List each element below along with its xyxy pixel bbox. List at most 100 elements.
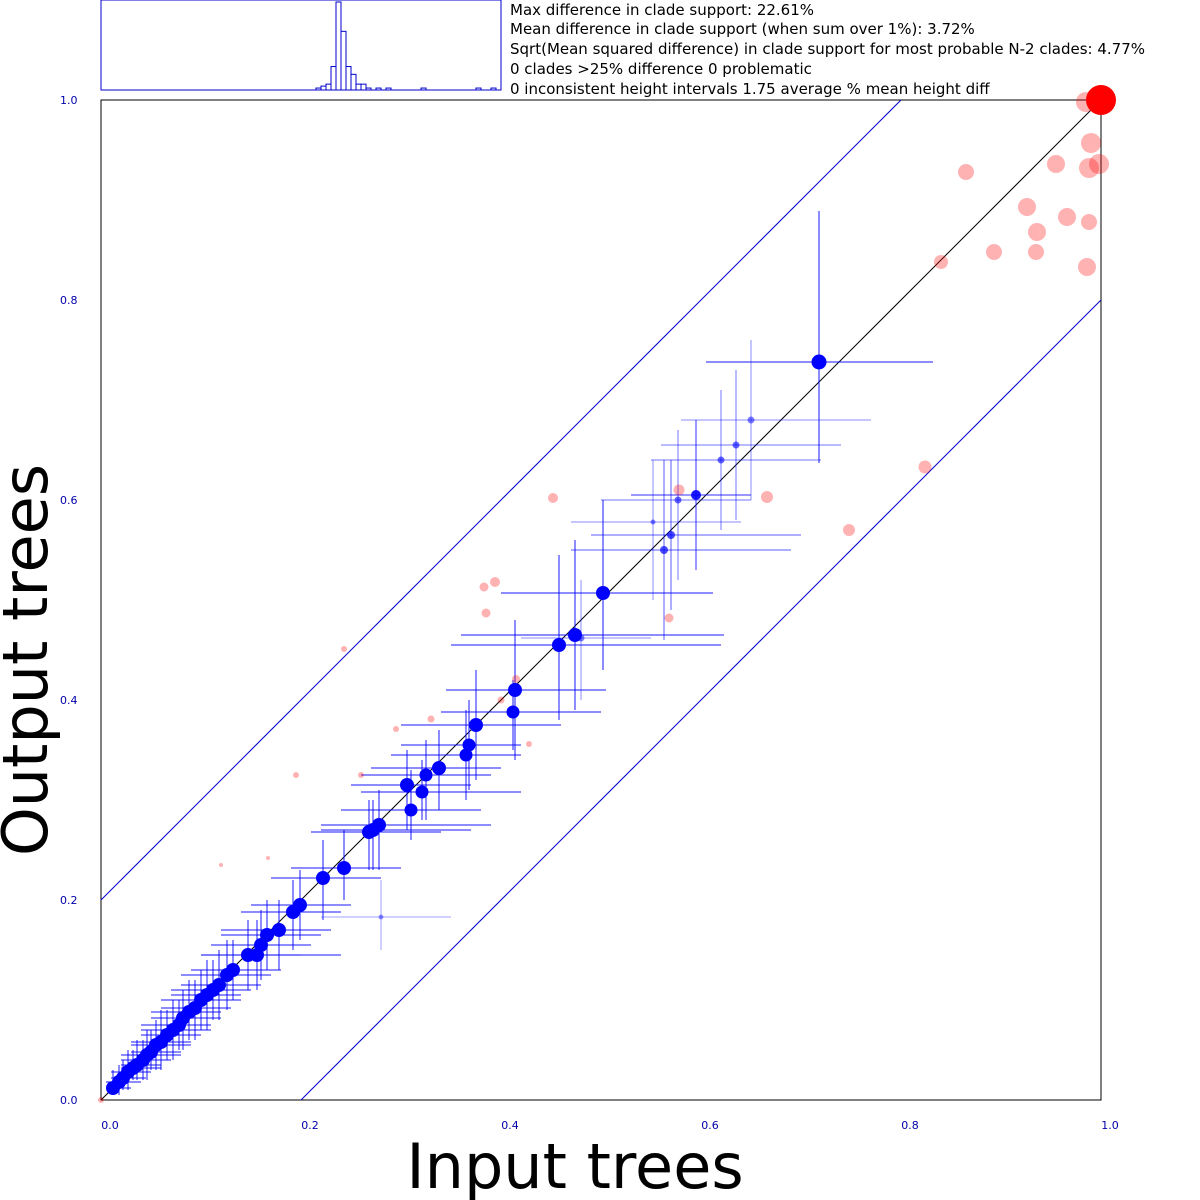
data-point — [316, 871, 330, 885]
data-point — [419, 768, 433, 782]
data-point — [552, 638, 566, 652]
error-bars — [106, 211, 933, 1095]
data-point — [958, 164, 974, 180]
y-axis-title: Output trees — [0, 464, 62, 856]
histogram-bar — [315, 87, 322, 91]
histogram-bar — [340, 30, 347, 91]
data-point — [378, 914, 384, 920]
data-point — [508, 683, 522, 697]
data-point — [497, 696, 505, 704]
data-point — [362, 825, 376, 839]
data-point — [596, 586, 610, 600]
data-point — [918, 460, 932, 474]
y-tick-label: 0.8 — [60, 294, 78, 307]
data-point — [1081, 133, 1101, 153]
histogram-bar — [355, 83, 362, 91]
x-tick-label: 0.8 — [901, 1119, 919, 1132]
data-point — [660, 546, 668, 554]
histogram-bar — [335, 1, 342, 91]
histogram-frame — [100, 0, 502, 91]
histogram-bar — [475, 87, 482, 91]
x-axis-title: Input trees — [406, 1130, 743, 1200]
histogram-bars — [315, 1, 497, 91]
data-point — [490, 577, 500, 587]
histogram-bar — [345, 66, 352, 91]
data-point — [459, 748, 473, 762]
stat-height-intervals: 0 inconsistent height intervals 1.75 ave… — [510, 80, 990, 98]
data-point — [266, 856, 270, 860]
data-point — [1081, 214, 1097, 230]
data-point — [1086, 85, 1116, 115]
data-point — [427, 715, 435, 723]
data-point — [469, 718, 483, 732]
data-point — [219, 863, 223, 867]
data-point — [691, 490, 701, 500]
data-point — [1076, 92, 1096, 112]
data-point — [548, 493, 558, 503]
data-point — [986, 244, 1002, 260]
y-tick-label: 0.0 — [60, 1094, 78, 1107]
data-point — [286, 905, 300, 919]
histogram-bar — [325, 83, 332, 91]
y-tick-label: 0.2 — [60, 894, 78, 907]
data-point — [404, 803, 418, 817]
data-point — [293, 772, 299, 778]
data-point — [1047, 155, 1065, 173]
histogram-bar — [330, 66, 337, 91]
stats-text-block: Max difference in clade support: 22.61% … — [510, 1, 1145, 98]
histogram-panel — [100, 0, 502, 91]
y-tick-label: 1.0 — [60, 94, 78, 107]
data-point — [526, 741, 532, 747]
data-point — [1018, 198, 1036, 216]
data-point — [811, 354, 827, 370]
data-point — [341, 646, 347, 652]
y-tick-label: 0.6 — [60, 494, 78, 507]
histogram-bar — [320, 85, 327, 91]
histogram-bar — [385, 87, 392, 91]
data-point — [220, 968, 234, 982]
data-point — [1089, 154, 1109, 174]
stat-rms-difference: Sqrt(Mean squared difference) in clade s… — [510, 40, 1145, 58]
data-point — [241, 948, 255, 962]
data-point — [664, 613, 674, 623]
data-point — [1028, 223, 1046, 241]
data-point — [1079, 158, 1099, 178]
x-tick-label: 0.4 — [501, 1119, 519, 1132]
data-point — [674, 496, 682, 504]
lower-bound-line — [300, 299, 1102, 1101]
stat-mean-difference: Mean difference in clade support (when s… — [510, 20, 975, 38]
data-point — [481, 608, 491, 618]
data-point — [479, 582, 489, 592]
data-point — [400, 778, 414, 792]
plot-frame — [100, 99, 1102, 1101]
data-point — [337, 861, 351, 875]
x-tick-label: 0.0 — [101, 1119, 119, 1132]
histogram-bar — [375, 87, 382, 91]
data-point — [1078, 258, 1096, 276]
stat-max-difference: Max difference in clade support: 22.61% — [510, 1, 814, 19]
data-point — [1028, 244, 1044, 260]
data-point — [1058, 208, 1076, 226]
data-point — [717, 456, 725, 464]
data-point — [415, 785, 429, 799]
histogram-bar — [350, 73, 357, 91]
data-points — [98, 85, 1116, 1103]
data-point — [732, 441, 740, 449]
data-point — [358, 772, 364, 778]
data-point — [432, 761, 446, 775]
x-tick-label: 0.6 — [701, 1119, 719, 1132]
data-point — [650, 519, 656, 525]
data-point — [747, 416, 755, 424]
data-point — [512, 675, 520, 683]
histogram-bar — [360, 83, 367, 91]
data-point — [393, 726, 399, 732]
x-tick-label: 1.0 — [1101, 1119, 1119, 1132]
y-tick-label: 0.4 — [60, 694, 78, 707]
stat-problematic-clades: 0 clades >25% difference 0 problematic — [510, 60, 812, 78]
data-point — [462, 738, 476, 752]
data-point — [272, 923, 286, 937]
histogram-bar — [490, 87, 497, 91]
data-point — [673, 484, 685, 496]
histogram-bar — [365, 87, 372, 91]
